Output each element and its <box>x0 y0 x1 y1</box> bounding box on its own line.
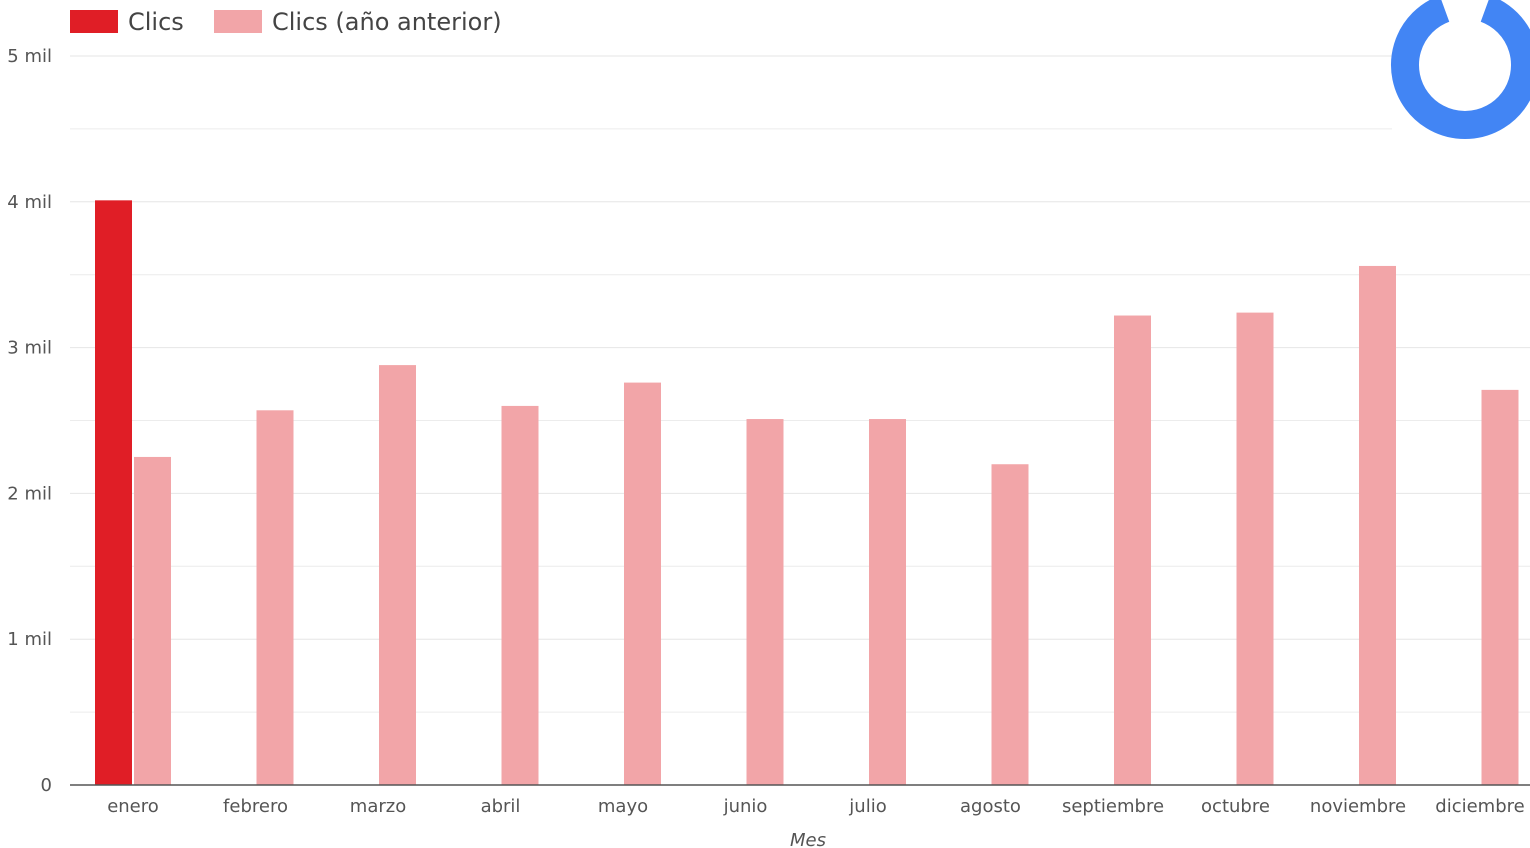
legend-swatch[interactable] <box>70 10 118 33</box>
gridlines <box>70 55 1530 713</box>
x-tick-label: enero <box>107 796 159 817</box>
bars[interactable] <box>95 200 1519 786</box>
bar-clics-ano-anterior-noviembre[interactable] <box>1359 265 1396 785</box>
legend-swatch[interactable] <box>214 10 262 33</box>
x-tick-label: diciembre <box>1435 796 1524 817</box>
bar-clics-ano-anterior-septiembre[interactable] <box>1114 315 1151 785</box>
y-tick-label: 5 mil <box>7 46 52 67</box>
x-tick-label: junio <box>723 796 768 817</box>
y-tick-label: 4 mil <box>7 192 52 213</box>
x-tick-label: febrero <box>223 796 288 817</box>
x-tick-label: septiembre <box>1062 796 1164 817</box>
loading-spinner-icon <box>1391 0 1530 139</box>
x-axis-title: Mes <box>790 830 826 848</box>
y-tick-label: 0 <box>41 775 52 796</box>
bar-clics-ano-anterior-marzo[interactable] <box>379 365 416 785</box>
y-axis-tick-labels: 0 1 mil 2 mil 3 mil 4 mil 5 mil <box>7 46 52 796</box>
legend-label[interactable]: Clics <box>128 8 184 36</box>
bar-clics-ano-anterior-octubre[interactable] <box>1236 312 1274 785</box>
x-tick-label: abril <box>481 796 521 817</box>
spinner-arc <box>1391 0 1530 139</box>
legend[interactable]: Clics Clics (año anterior) <box>70 8 502 36</box>
bar-clics-ano-anterior-julio[interactable] <box>869 419 906 785</box>
x-tick-label: octubre <box>1201 796 1270 817</box>
x-tick-label: agosto <box>960 796 1021 817</box>
y-tick-label: 3 mil <box>7 338 52 359</box>
x-tick-label: mayo <box>598 796 648 817</box>
x-axis-tick-labels: enero febrero marzo abril mayo junio julio agos… <box>107 796 1525 817</box>
y-tick-label: 1 mil <box>7 629 52 650</box>
x-tick-label: noviembre <box>1310 796 1406 817</box>
legend-label[interactable]: Clics (año anterior) <box>272 8 502 36</box>
bar-clics-ano-anterior-mayo[interactable] <box>624 382 661 785</box>
y-tick-label: 2 mil <box>7 483 52 504</box>
bar-clics-ano-anterior-febrero[interactable] <box>256 410 294 785</box>
bar-clics-ano-anterior-enero[interactable] <box>134 456 171 785</box>
bar-clics-ano-anterior-junio[interactable] <box>746 419 784 785</box>
x-tick-label: julio <box>848 796 886 817</box>
bar-clics-ano-anterior-agosto[interactable] <box>991 464 1029 785</box>
x-tick-label: marzo <box>350 796 406 817</box>
bar-clics-ano-anterior-abril[interactable] <box>501 405 539 785</box>
bar-clics-ano-anterior-diciembre[interactable] <box>1481 389 1519 785</box>
bar-clics-enero[interactable] <box>95 200 132 786</box>
